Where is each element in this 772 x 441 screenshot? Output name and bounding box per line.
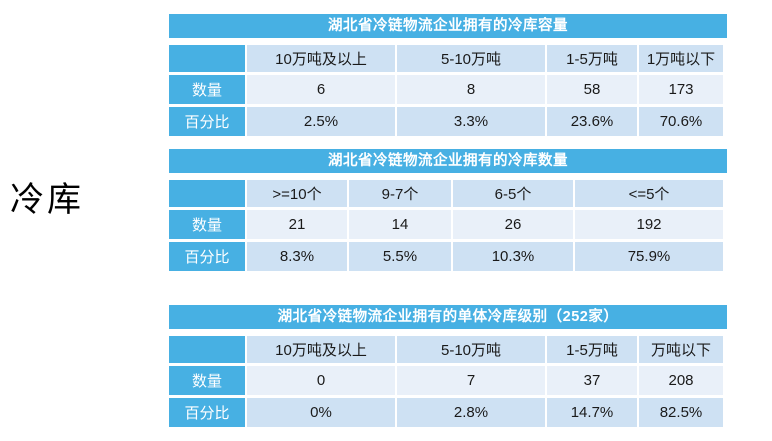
cell-value: 14.7% (547, 398, 637, 427)
row-label: 数量 (169, 210, 245, 239)
column-header: 1-5万吨 (547, 45, 637, 72)
cell-value: 82.5% (639, 398, 723, 427)
cell-value: 6 (247, 75, 395, 104)
table-row: 百分比 8.3% 5.5% 10.3% 75.9% (169, 242, 723, 271)
cell-value: 192 (575, 210, 723, 239)
cell-value: 23.6% (547, 107, 637, 136)
cell-value: 208 (639, 366, 723, 395)
table-grid: 10万吨及以上 5-10万吨 1-5万吨 万吨以下 数量 0 7 37 208 … (167, 333, 725, 430)
cell-value: 2.5% (247, 107, 395, 136)
column-header: 10万吨及以上 (247, 336, 395, 363)
row-label: 数量 (169, 366, 245, 395)
section-label: 冷库 (10, 182, 84, 219)
column-header: 9-7个 (349, 180, 451, 207)
table-row: 百分比 0% 2.8% 14.7% 82.5% (169, 398, 723, 427)
column-header: 10万吨及以上 (247, 45, 395, 72)
table-row: 数量 0 7 37 208 (169, 366, 723, 395)
table-title: 湖北省冷链物流企业拥有的单体冷库级别（252家） (169, 305, 727, 329)
cell-value: 75.9% (575, 242, 723, 271)
row-label: 数量 (169, 75, 245, 104)
column-header: 5-10万吨 (397, 45, 545, 72)
cell-value: 5.5% (349, 242, 451, 271)
table-storage-capacity: 湖北省冷链物流企业拥有的冷库容量 10万吨及以上 5-10万吨 1-5万吨 1万… (169, 14, 727, 139)
cell-value: 8 (397, 75, 545, 104)
cell-value: 0% (247, 398, 395, 427)
cell-value: 26 (453, 210, 573, 239)
column-header: 1-5万吨 (547, 336, 637, 363)
cell-value: 21 (247, 210, 347, 239)
header-row: 10万吨及以上 5-10万吨 1-5万吨 万吨以下 (169, 336, 723, 363)
cell-value: 14 (349, 210, 451, 239)
column-header: 1万吨以下 (639, 45, 723, 72)
cell-value: 3.3% (397, 107, 545, 136)
table-title: 湖北省冷链物流企业拥有的冷库数量 (169, 149, 727, 173)
column-header: >=10个 (247, 180, 347, 207)
table-row: 百分比 2.5% 3.3% 23.6% 70.6% (169, 107, 723, 136)
cell-value: 0 (247, 366, 395, 395)
row-label: 百分比 (169, 398, 245, 427)
column-header: 5-10万吨 (397, 336, 545, 363)
cell-value: 10.3% (453, 242, 573, 271)
cell-value: 70.6% (639, 107, 723, 136)
table-grid: >=10个 9-7个 6-5个 <=5个 数量 21 14 26 192 百分比… (167, 177, 725, 274)
row-label: 百分比 (169, 107, 245, 136)
table-title: 湖北省冷链物流企业拥有的冷库容量 (169, 14, 727, 38)
cell-value: 37 (547, 366, 637, 395)
table-grid: 10万吨及以上 5-10万吨 1-5万吨 1万吨以下 数量 6 8 58 173… (167, 42, 725, 139)
column-header: 万吨以下 (639, 336, 723, 363)
table-storage-count: 湖北省冷链物流企业拥有的冷库数量 >=10个 9-7个 6-5个 <=5个 数量… (169, 149, 727, 274)
column-header: 6-5个 (453, 180, 573, 207)
column-header: <=5个 (575, 180, 723, 207)
cell-value: 173 (639, 75, 723, 104)
table-storage-grade: 湖北省冷链物流企业拥有的单体冷库级别（252家） 10万吨及以上 5-10万吨 … (169, 305, 727, 430)
corner-cell (169, 180, 245, 207)
cell-value: 58 (547, 75, 637, 104)
corner-cell (169, 336, 245, 363)
table-row: 数量 21 14 26 192 (169, 210, 723, 239)
row-label: 百分比 (169, 242, 245, 271)
header-row: >=10个 9-7个 6-5个 <=5个 (169, 180, 723, 207)
header-row: 10万吨及以上 5-10万吨 1-5万吨 1万吨以下 (169, 45, 723, 72)
cell-value: 2.8% (397, 398, 545, 427)
corner-cell (169, 45, 245, 72)
cell-value: 8.3% (247, 242, 347, 271)
table-row: 数量 6 8 58 173 (169, 75, 723, 104)
cell-value: 7 (397, 366, 545, 395)
